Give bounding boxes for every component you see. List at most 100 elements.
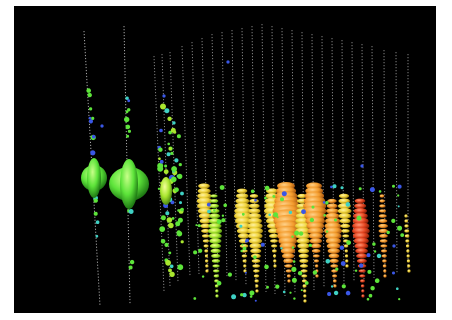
hit-column-segment — [255, 284, 259, 288]
hit-column-segment — [209, 199, 219, 203]
hit-column-segment — [265, 192, 279, 200]
hit-column-segment — [209, 243, 222, 249]
hit-marker — [291, 235, 294, 238]
hit-marker — [334, 218, 337, 222]
hit-column-segment — [198, 183, 210, 189]
hit-column-segment — [344, 254, 349, 258]
hit-marker — [335, 267, 339, 271]
hit-column-segment — [406, 249, 410, 253]
hit-marker — [180, 207, 184, 212]
hit-marker — [227, 272, 232, 277]
hit-column-segment — [298, 253, 309, 259]
hit-column-segment — [199, 218, 211, 224]
hit-marker — [158, 147, 163, 152]
hit-column-segment — [344, 249, 348, 253]
hit-marker — [174, 158, 179, 163]
hit-column-segment — [247, 217, 262, 225]
hit-marker — [309, 217, 315, 223]
hit-marker — [397, 184, 402, 189]
hit-column-segment — [303, 294, 307, 298]
hit-marker — [171, 217, 175, 220]
hit-marker — [254, 299, 257, 302]
hit-column-segment — [237, 233, 250, 239]
hit-marker — [170, 127, 176, 133]
detector-string — [181, 45, 191, 277]
hit-marker — [304, 281, 309, 285]
hit-column-segment — [208, 223, 222, 229]
hit-column-segment — [342, 234, 350, 238]
hit-marker — [167, 223, 171, 227]
hit-marker — [325, 259, 331, 264]
hit-column-segment — [211, 259, 221, 263]
hit-column-segment — [333, 279, 337, 283]
hit-marker — [221, 214, 225, 217]
hit-column-segment — [378, 228, 389, 234]
hit-column-segment — [209, 213, 221, 219]
large-green-cluster — [87, 158, 101, 198]
hit-marker — [298, 231, 304, 236]
hit-column-segment — [311, 249, 321, 253]
hit-column-segment — [326, 242, 341, 250]
hit-column-segment — [271, 244, 278, 248]
hit-column-segment — [300, 269, 308, 273]
hit-column-segment — [249, 243, 262, 249]
hit-column-segment — [406, 254, 410, 258]
hit-column-segment — [404, 219, 409, 223]
detector-string — [191, 41, 200, 275]
hit-marker — [223, 203, 227, 208]
hit-column-segment — [301, 274, 308, 278]
hit-marker — [391, 218, 396, 223]
hit-column-segment — [272, 249, 277, 253]
hit-marker — [272, 195, 276, 198]
detector-string — [321, 35, 325, 289]
hit-column-segment — [297, 243, 310, 249]
hit-column-segment — [236, 193, 249, 199]
hit-column-segment — [329, 258, 339, 264]
hit-column-segment — [201, 229, 211, 233]
detector-string — [351, 41, 355, 283]
hit-column-segment — [332, 274, 338, 278]
hit-marker — [366, 297, 370, 301]
hit-column-segment — [208, 227, 223, 235]
hit-column-segment — [204, 249, 209, 253]
hit-column-segment — [248, 208, 261, 214]
hit-column-segment — [269, 233, 279, 239]
hit-marker — [93, 211, 98, 216]
hit-column-segment — [407, 269, 411, 273]
hit-column-segment — [309, 238, 322, 244]
hit-marker — [268, 213, 271, 217]
hit-column-segment — [280, 247, 296, 255]
detector-string — [361, 43, 365, 281]
hit-marker — [164, 242, 169, 247]
hit-marker — [280, 197, 284, 202]
hit-column-segment — [266, 188, 278, 194]
hit-column-segment — [324, 232, 342, 240]
hit-marker — [90, 150, 96, 156]
hit-marker — [127, 99, 131, 103]
hit-marker — [301, 209, 306, 215]
hit-marker — [87, 92, 92, 98]
hit-column-segment — [197, 192, 212, 200]
hit-marker — [241, 212, 245, 216]
hit-marker — [127, 108, 131, 112]
hit-marker — [249, 295, 253, 298]
hit-column-segment — [213, 269, 220, 273]
hit-marker — [332, 184, 337, 189]
detector-string — [241, 27, 247, 287]
hit-marker — [207, 209, 211, 214]
hit-column-segment — [286, 274, 291, 278]
hit-marker — [244, 240, 248, 243]
hit-marker — [193, 250, 198, 255]
hit-marker — [180, 191, 184, 196]
hit-column-segment — [313, 259, 320, 263]
hit-column-segment — [339, 218, 351, 224]
hit-column-segment — [380, 244, 388, 248]
hit-column-segment — [333, 284, 337, 288]
hit-marker — [346, 240, 351, 246]
hit-column-segment — [345, 264, 349, 268]
hit-marker — [297, 271, 303, 276]
hit-marker — [231, 294, 237, 300]
hit-marker — [95, 220, 100, 224]
hit-column-segment — [253, 274, 260, 278]
hit-column-segment — [379, 239, 388, 243]
